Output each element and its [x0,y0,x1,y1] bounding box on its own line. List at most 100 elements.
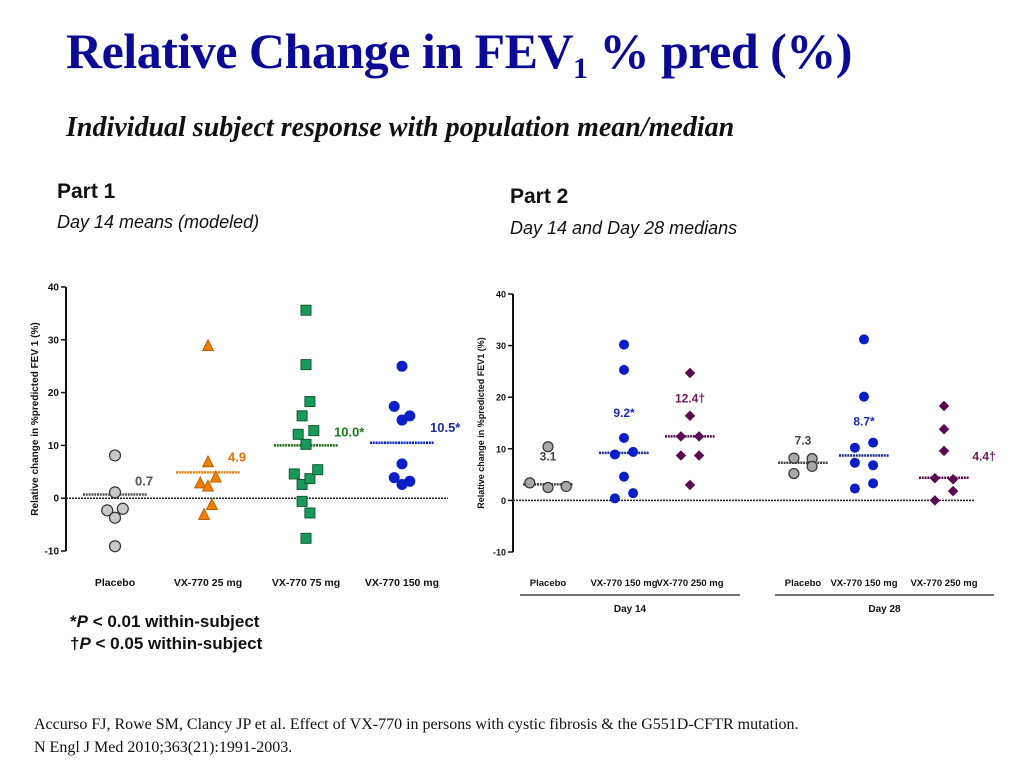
x-category-label: VX-770 25 mg [174,577,242,589]
footnote-symbol: † [70,634,80,653]
summary-label: 10.0* [334,424,365,439]
citation-line-1: Accurso FJ, Rowe SM, Clancy JP et al. Ef… [34,716,799,733]
y-tick-label: 40 [48,283,60,294]
series-vx-770-75-mg: 10.0* [274,304,365,544]
data-point [628,446,639,457]
data-point [194,476,207,489]
data-point [619,364,629,375]
data-point [849,483,860,494]
series-vx-770-250-mg-day-28: 4.4† [919,400,996,506]
data-point [404,475,416,487]
slide-subtitle: Individual subject response with populat… [66,112,735,143]
data-point [849,442,860,453]
data-point [388,472,400,484]
data-point [296,495,308,507]
y-tick-label: 30 [48,335,60,346]
data-point [849,457,860,468]
data-point [619,432,629,443]
data-point [684,410,696,422]
data-point [396,360,408,372]
part1-heading: Part 1 [57,180,116,203]
chart-1: -10 0 10 20 30 40 Relative change in %predicte… [30,283,461,590]
footnote-text: < 0.05 within-subject [90,634,263,653]
title-subscript: 1 [573,52,588,85]
x-category-label: Placebo [530,578,567,589]
x-category-label: VX-770 150 mg [830,578,897,589]
x-category-label: VX-770 75 mg [272,577,340,589]
summary-label: 4.9 [228,449,246,464]
y-tick-label: -10 [45,547,60,558]
series-vx-770-150-mg-day-28: 8.7* [839,334,889,494]
data-point [201,479,215,492]
data-point [929,495,941,506]
data-point [292,428,304,440]
data-point [947,485,959,497]
data-point [288,468,300,480]
summary-label: 12.4† [675,391,705,405]
summary-label: 10.5* [430,420,461,435]
y-tick-label: 40 [496,290,506,300]
y-tick-label: 0 [501,496,506,506]
data-point [396,458,408,470]
x-category-label: Placebo [785,578,822,589]
footnote-significance-001: *P < 0.01 within-subject [70,612,259,632]
data-point [108,449,122,462]
data-point [296,410,308,422]
data-point [524,477,536,489]
series-vx-770-150-mg-day-14: 9.2* [599,339,649,504]
data-point [947,473,959,485]
data-point [404,410,416,422]
data-point [108,540,122,553]
data-point [308,425,320,437]
data-point [300,304,312,316]
data-point [388,400,400,412]
data-point [788,452,800,464]
data-point [619,339,629,350]
data-point [619,471,629,482]
footnote-p: P [79,634,91,653]
x-category-label: VX-770 150 mg [365,577,439,589]
data-point [304,473,316,485]
data-point [116,502,129,515]
footnote-significance-005: †P < 0.05 within-subject [70,634,262,654]
series-vx-770-25-mg: 4.9 [176,338,246,520]
y-tick-label: 0 [53,494,59,505]
part2-subheading: Day 14 and Day 28 medians [510,218,738,238]
summary-label: 0.7 [135,474,153,489]
data-point [628,488,639,499]
summary-label: 4.4† [972,450,995,464]
data-point [929,472,941,484]
data-point [300,532,312,544]
summary-label: 9.2* [613,406,635,420]
footnote-text: < 0.01 within-subject [87,612,260,631]
data-point [675,450,687,461]
x-category-label: Placebo [95,577,135,589]
series-placebo: 0.7 [83,449,153,553]
y-tick-label: -10 [493,548,506,558]
chart-2: -10 0 10 20 30 40 Relative change in %predicte… [476,290,996,616]
title-text: Relative Change in FEV [66,23,574,79]
series-placebo-day-14: 3.1 [523,441,573,494]
data-point [108,511,122,524]
data-point [201,338,215,352]
slide-title: Relative Change in FEV1 % pred (%) [66,22,852,86]
data-point [542,441,554,453]
data-point [201,454,215,468]
data-point [788,467,800,480]
data-point [101,504,114,517]
part1-subheading: Day 14 means (modeled) [57,212,260,232]
data-point [609,449,620,460]
y-tick-label: 20 [48,388,60,399]
y-tick-label: 10 [48,441,60,452]
series-placebo-day-28: 7.3 [778,434,828,480]
data-point [312,464,324,476]
data-point [684,367,696,379]
x-category-label: VX-770 250 mg [656,578,723,589]
y-tick-label: 20 [496,393,506,403]
x-category-label: VX-770 250 mg [910,578,977,589]
summary-label: 3.1 [540,449,557,463]
summary-label: 8.7* [853,415,875,429]
data-point [806,460,818,472]
x-category-label: VX-770 150 mg [590,578,657,589]
summary-label: 7.3 [795,434,812,448]
